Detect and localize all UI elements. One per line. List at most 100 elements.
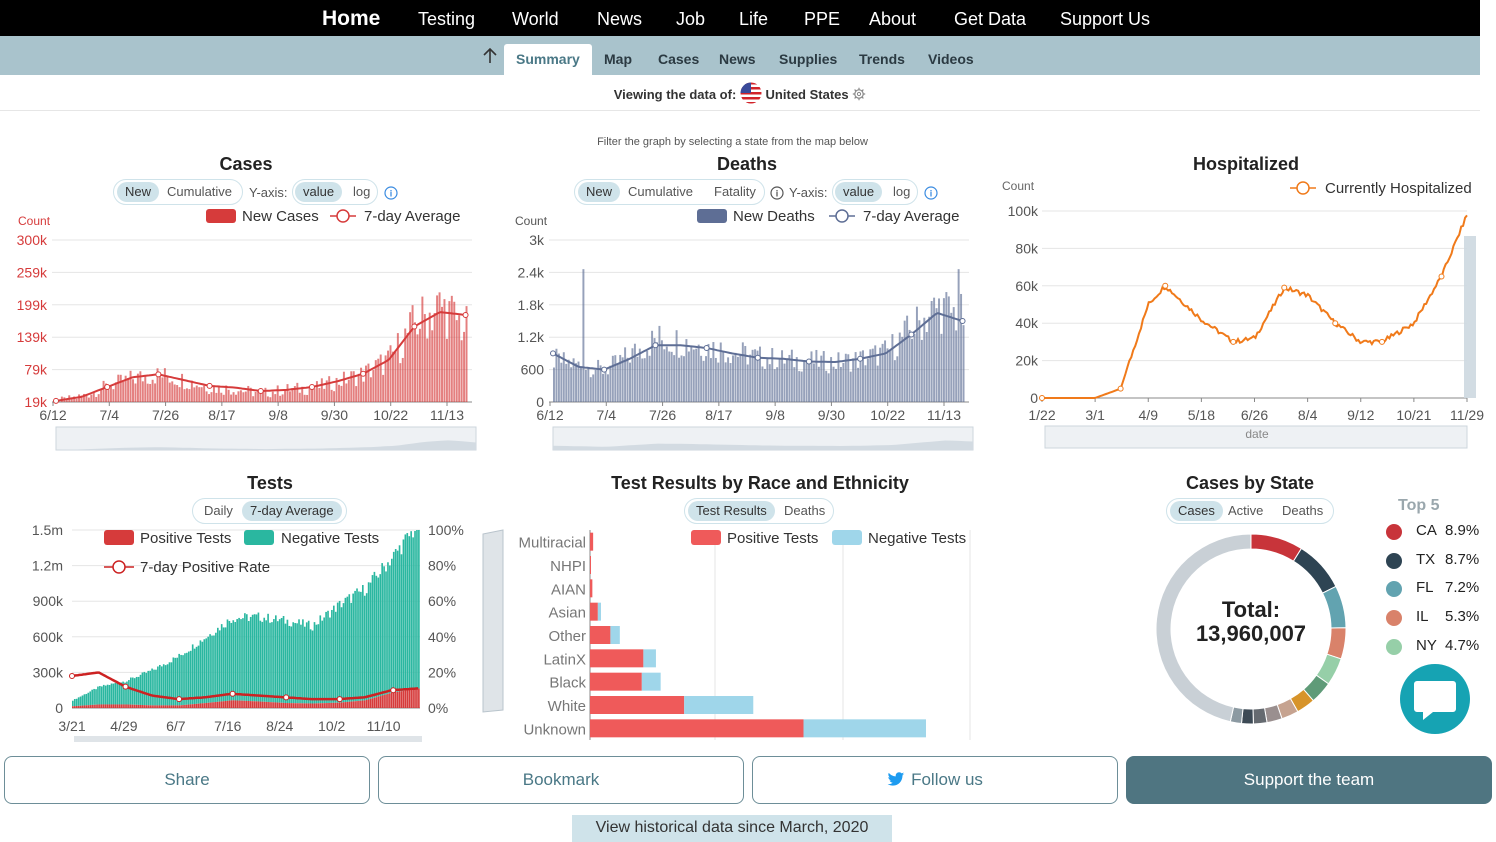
bar: [401, 357, 404, 402]
states-toggle-active[interactable]: Active: [1228, 503, 1264, 518]
tab-map[interactable]: Map: [604, 51, 632, 67]
viewing-location-name[interactable]: United States: [765, 87, 849, 102]
share-button[interactable]: Share: [4, 756, 370, 804]
historical-data-link[interactable]: View historical data since March, 2020: [572, 815, 892, 842]
tab-supplies[interactable]: Supplies: [779, 51, 838, 67]
race-toggle-test-results[interactable]: Test Results: [688, 501, 775, 521]
tab-cases[interactable]: Cases: [658, 51, 700, 67]
tab-trends[interactable]: Trends: [859, 51, 905, 67]
bar: [724, 362, 727, 402]
cases-axis-log[interactable]: log: [353, 184, 371, 199]
bar: [756, 350, 759, 402]
deaths-toggle-cumulative[interactable]: Cumulative: [628, 184, 694, 199]
negative-bar: [354, 590, 356, 702]
nav-support-us[interactable]: Support Us: [1060, 9, 1151, 29]
legend-label: Negative Tests: [868, 530, 966, 547]
y2-tick-label: 60%: [428, 593, 456, 609]
tests-toggle-7day[interactable]: 7-day Average: [242, 501, 342, 521]
positive-bar: [278, 702, 281, 708]
bar: [144, 376, 147, 402]
negative-bar: [172, 657, 175, 706]
nav-home[interactable]: Home: [322, 7, 381, 30]
bar: [264, 387, 267, 402]
deaths-info-icon[interactable]: i: [924, 186, 938, 200]
nav-get-data[interactable]: Get Data: [954, 9, 1027, 29]
positive-bar: [114, 704, 117, 708]
bar: [719, 342, 722, 402]
positive-bar: [282, 702, 285, 708]
positive-bar: [240, 700, 242, 708]
bar: [306, 394, 309, 402]
cases-info-icon[interactable]: i: [384, 186, 398, 200]
hosp-point: [1281, 284, 1288, 291]
fatality-info-icon[interactable]: i: [770, 186, 784, 200]
scroll-up-arrow-icon[interactable]: [480, 46, 500, 66]
cases-axis-value[interactable]: value: [295, 182, 343, 202]
chat-button[interactable]: [1400, 664, 1470, 734]
negative-bar: [298, 619, 300, 704]
bar: [365, 365, 367, 402]
bar: [803, 360, 806, 402]
bar: [862, 350, 864, 402]
negative-bar: [133, 678, 136, 705]
deaths-axis-value[interactable]: value: [835, 182, 883, 202]
nav-about[interactable]: About: [869, 9, 917, 29]
nav-testing[interactable]: Testing: [418, 9, 476, 29]
bar: [163, 368, 166, 402]
nav-world[interactable]: World: [512, 9, 559, 29]
tab-news[interactable]: News: [719, 51, 756, 67]
positive-bar: [275, 702, 277, 708]
deaths-toggle-new[interactable]: New: [578, 182, 621, 202]
positive-bar: [327, 703, 329, 708]
negative-bar: [244, 613, 246, 701]
deaths-axis-log[interactable]: log: [893, 184, 911, 199]
bookmark-button[interactable]: Bookmark: [378, 756, 744, 804]
x-tick-label: 8/17: [705, 407, 732, 423]
tab-videos[interactable]: Videos: [928, 51, 974, 67]
bar: [815, 349, 818, 402]
bar: [553, 367, 555, 402]
negative-bar: [404, 534, 407, 691]
bar: [431, 330, 434, 402]
nav-ppe[interactable]: PPE: [804, 9, 841, 29]
positive-rate-line: [71, 671, 419, 701]
tab-summary[interactable]: Summary: [504, 44, 592, 75]
bar: [808, 361, 811, 402]
bar: [793, 367, 796, 402]
states-toggle-cases[interactable]: Cases: [1170, 501, 1223, 521]
bar: [377, 358, 380, 402]
positive-bar: [377, 696, 380, 708]
nav-life[interactable]: Life: [739, 9, 769, 29]
bar: [805, 361, 808, 402]
tests-toggle-daily[interactable]: Daily: [204, 503, 233, 518]
bar: [947, 296, 950, 402]
cases-toggle-new[interactable]: New: [117, 182, 160, 202]
race-toggle-deaths[interactable]: Deaths: [784, 503, 826, 518]
negative-bar: [178, 653, 180, 706]
negative-bar: [367, 582, 370, 700]
bar: [631, 348, 634, 402]
avg-point: [857, 355, 864, 362]
cases-toggle-cumulative[interactable]: Cumulative: [167, 184, 233, 199]
bar: [832, 366, 835, 402]
bar: [609, 365, 612, 402]
support-team-button[interactable]: Support the team: [1126, 756, 1492, 804]
negative-bar: [102, 684, 105, 705]
bar: [333, 391, 336, 402]
negative-bar: [170, 662, 173, 706]
nav-news[interactable]: News: [597, 9, 643, 29]
positive-bar: [307, 703, 310, 708]
bar: [638, 348, 641, 402]
bar: [414, 322, 417, 402]
negative-bar: [191, 644, 194, 705]
states-toggle-deaths[interactable]: Deaths: [1282, 503, 1324, 518]
deaths-toggle-fatality[interactable]: Fatality: [714, 184, 756, 199]
settings-gear-icon[interactable]: [852, 87, 866, 101]
top5-state: FL: [1416, 579, 1434, 596]
negative-bar: [259, 620, 262, 702]
nav-job[interactable]: Job: [676, 9, 706, 29]
positive-bar: [319, 703, 322, 708]
bar: [771, 348, 774, 402]
positive-bar: [232, 700, 235, 708]
follow-us-button[interactable]: Follow us: [752, 756, 1118, 804]
